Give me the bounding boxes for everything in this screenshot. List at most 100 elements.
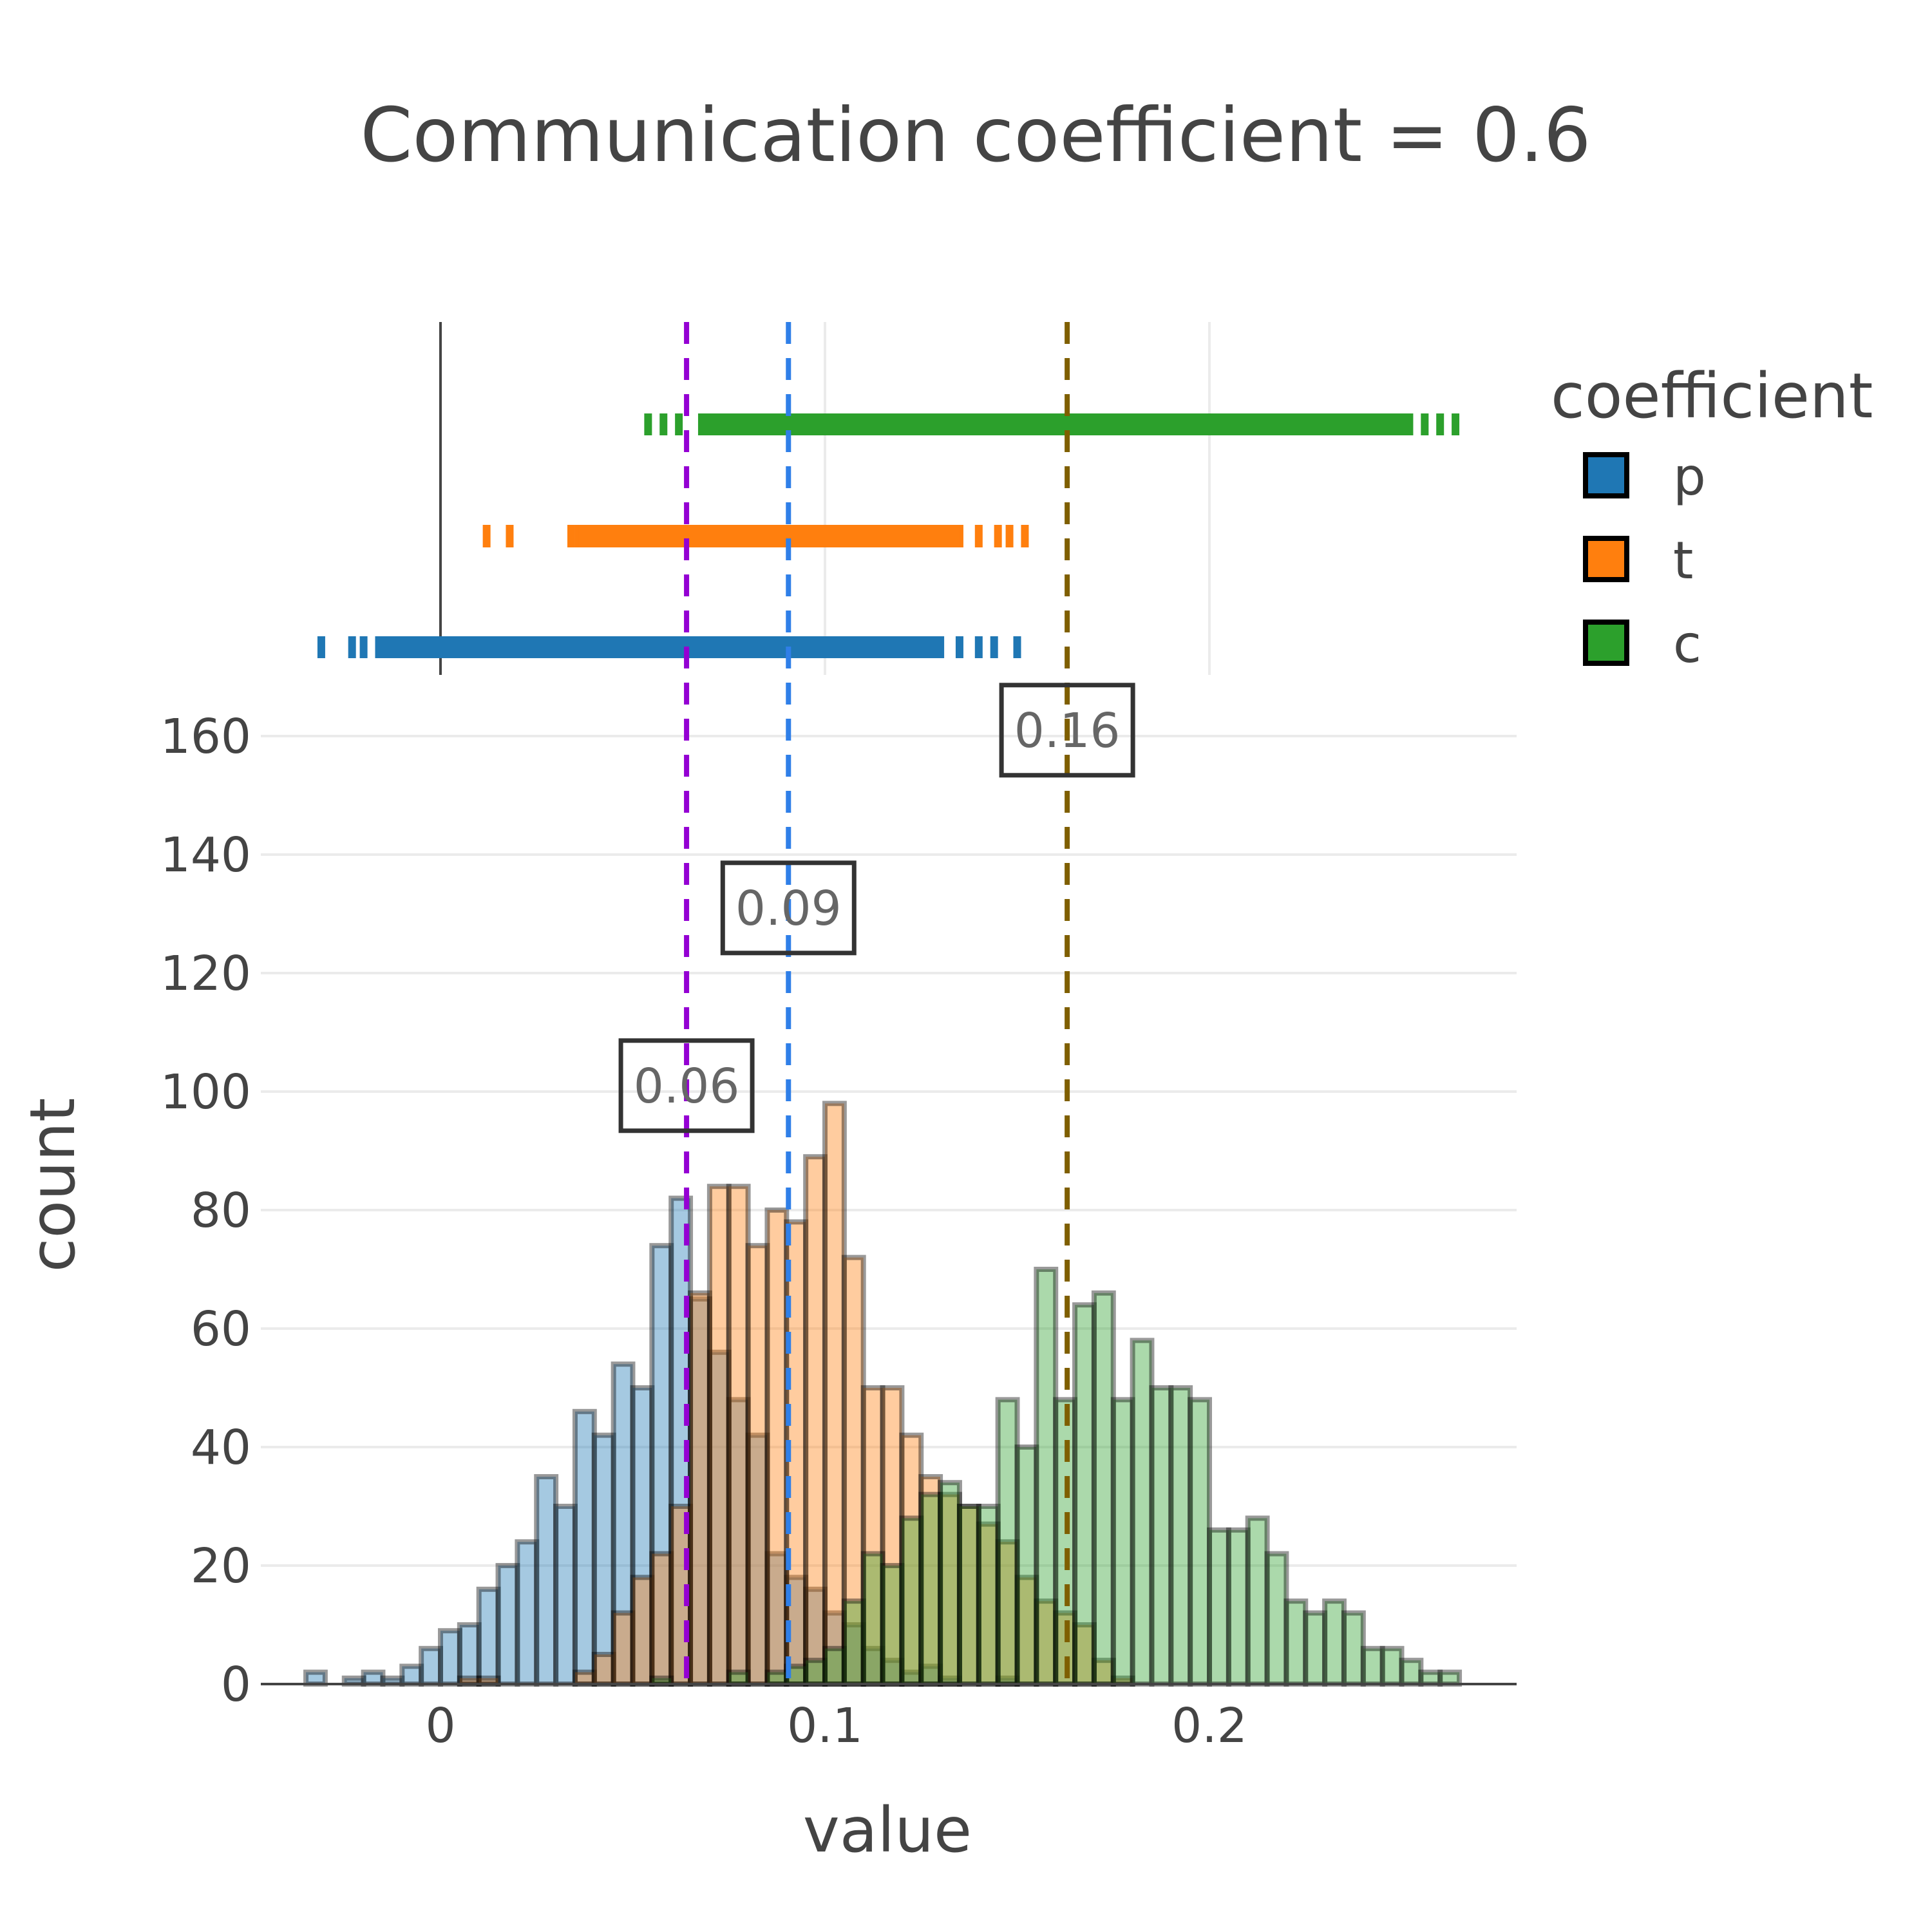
histogram-bar-c xyxy=(1303,1610,1328,1687)
histogram-bar-c xyxy=(1245,1515,1270,1687)
legend-swatch-t xyxy=(1583,536,1629,582)
histogram-bar-c xyxy=(1188,1397,1213,1687)
y-tick-label: 20 xyxy=(191,1539,251,1594)
histogram-bar-p xyxy=(688,1296,712,1687)
histogram-bar-c xyxy=(1322,1598,1347,1687)
histogram-bar-p xyxy=(572,1408,597,1687)
histogram-bar-t xyxy=(860,1385,886,1687)
y-tick-label: 160 xyxy=(160,709,251,764)
histogram-bar-c xyxy=(1091,1290,1116,1687)
histogram-bar-t xyxy=(572,1669,597,1687)
legend: coefficient ptc xyxy=(1551,360,1873,674)
histogram-bar-t xyxy=(591,1652,616,1687)
histogram-bar-t xyxy=(956,1504,981,1687)
x-axis: 0 0.1 0.2 xyxy=(261,1683,1517,1754)
histogram-bar-c xyxy=(1130,1338,1155,1687)
histogram-bar-c xyxy=(1283,1598,1309,1687)
histogram-bar-p xyxy=(553,1504,578,1687)
histogram-bar-p xyxy=(745,1432,770,1687)
histogram-bar-p xyxy=(399,1663,424,1687)
legend-swatch-p xyxy=(1583,452,1629,498)
histogram-bar-t xyxy=(764,1208,790,1687)
histogram-bar-c xyxy=(1437,1669,1463,1687)
histogram-bar-c xyxy=(1207,1527,1231,1687)
histogram-bar-c xyxy=(860,1551,886,1687)
chart-title: Communication coefficient = 0.6 xyxy=(360,92,1591,179)
y-tick-label: 100 xyxy=(160,1065,251,1120)
annotation-box xyxy=(999,683,1135,778)
histogram-bar-c xyxy=(822,1645,847,1687)
histogram-bars xyxy=(303,1101,1463,1687)
histogram-bar-p xyxy=(860,1645,886,1687)
x-tick-label: 0 xyxy=(425,1698,455,1754)
histogram-bar-c xyxy=(1360,1645,1385,1687)
histogram-bar-t xyxy=(649,1551,674,1687)
histogram-bar-c xyxy=(764,1669,790,1687)
x-tick-label: 0.2 xyxy=(1171,1698,1247,1754)
histogram-bar-c xyxy=(1149,1385,1174,1687)
histogram-bar-c xyxy=(726,1669,751,1687)
y-tick-label: 0 xyxy=(221,1657,251,1712)
histogram-bar-p xyxy=(534,1474,559,1687)
histogram-bar-t xyxy=(630,1575,655,1687)
histogram-bar-c xyxy=(1110,1397,1135,1687)
histogram-bar-t xyxy=(706,1184,732,1687)
rug-band-t xyxy=(578,525,960,547)
histogram-bar-c xyxy=(880,1563,905,1687)
histogram-bar-p xyxy=(764,1551,790,1687)
y-axis: 0 20 40 60 80 100 120 140 160 xyxy=(160,709,251,1712)
histogram-bar-c xyxy=(1264,1551,1289,1687)
y-tick-label: 40 xyxy=(191,1420,251,1475)
histogram-bar-t xyxy=(726,1184,751,1687)
rug-plots xyxy=(317,413,1460,658)
histogram-bar-p xyxy=(303,1669,328,1687)
annotation-label: 0.09 xyxy=(735,881,842,936)
histogram-bar-t xyxy=(822,1101,847,1687)
histogram-bar-p xyxy=(495,1563,520,1687)
x-axis-title: value xyxy=(803,1794,972,1866)
histogram-bar-p xyxy=(457,1622,482,1687)
histogram-bar-c xyxy=(956,1504,981,1687)
legend-swatch-c xyxy=(1583,620,1629,666)
histogram-bar-p xyxy=(515,1539,540,1687)
y-tick-label: 80 xyxy=(191,1183,251,1238)
annotation-label: 0.16 xyxy=(1014,703,1121,759)
x-tick-label: 0.1 xyxy=(787,1698,863,1754)
y-tick-label: 120 xyxy=(160,946,251,1001)
histogram-bar-p xyxy=(841,1622,866,1687)
histogram-bar-t xyxy=(938,1492,962,1687)
histogram-bar-t xyxy=(803,1154,828,1687)
histogram-bar-t xyxy=(688,1290,712,1687)
histogram-bar-p xyxy=(591,1432,616,1687)
rug-band-p xyxy=(379,636,941,658)
histogram-bar-c xyxy=(938,1480,962,1687)
annotation-box xyxy=(720,860,857,956)
y-tick-label: 60 xyxy=(191,1302,251,1357)
histogram-bar-p xyxy=(706,1349,732,1687)
legend-title: coefficient xyxy=(1551,360,1873,432)
histogram-bar-c xyxy=(1072,1302,1097,1687)
histogram-bar-c xyxy=(1341,1610,1366,1687)
histogram-bar-c xyxy=(918,1492,943,1687)
annotation-label: 0.06 xyxy=(634,1059,740,1114)
legend-label-p: p xyxy=(1673,447,1706,507)
histogram-bar-c xyxy=(1399,1658,1424,1687)
reference-lines: 0.06 0.09 0.16 xyxy=(618,322,1135,1684)
histogram-bar-c xyxy=(1034,1267,1059,1687)
legend-label-t: t xyxy=(1673,531,1693,591)
legend-items: ptc xyxy=(1583,447,1706,674)
rug-band-c xyxy=(701,413,1402,435)
histogram-bar-c xyxy=(976,1504,1001,1687)
histogram-bar-p xyxy=(361,1669,386,1687)
histogram-bar-c xyxy=(1418,1669,1443,1687)
histogram-bar-c xyxy=(803,1658,828,1687)
annotation-box xyxy=(618,1038,755,1133)
rug-grid xyxy=(439,322,1211,675)
histogram-bar-c xyxy=(1168,1385,1193,1687)
histogram-bar-c xyxy=(1014,1444,1039,1687)
histogram-bar-c xyxy=(995,1397,1020,1687)
main-grid xyxy=(261,735,1517,1567)
histogram-bar-p xyxy=(611,1361,636,1687)
histogram-bar-p xyxy=(476,1586,501,1687)
